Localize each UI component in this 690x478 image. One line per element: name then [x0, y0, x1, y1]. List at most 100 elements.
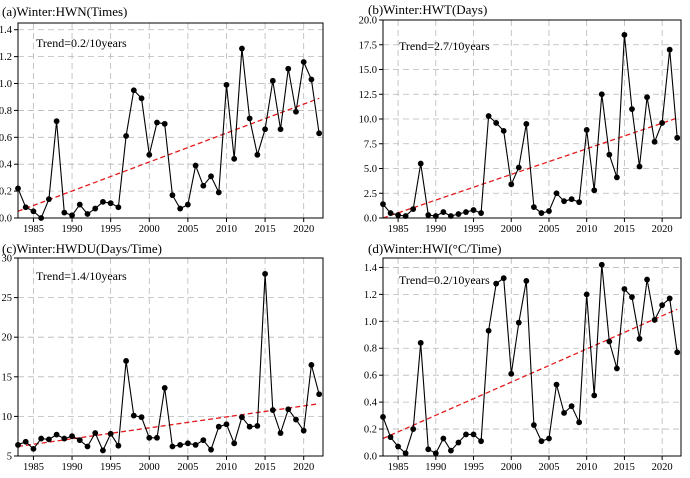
y-tick-label-8: 20.0 — [359, 16, 377, 27]
data-point-1999 — [500, 127, 507, 134]
data-point-2021 — [308, 362, 315, 368]
y-tick-label-2: 0.4 — [364, 398, 378, 409]
data-point-1992 — [84, 211, 91, 217]
data-point-1985 — [395, 212, 401, 218]
data-point-1992 — [84, 443, 91, 450]
y-tick-label-1: 0.2 — [364, 425, 377, 436]
x-tick-label-2010: 2010 — [576, 462, 597, 473]
y-tick-label-5: 12.5 — [359, 90, 377, 101]
data-point-2020 — [659, 120, 666, 126]
data-point-2016 — [269, 77, 276, 84]
x-tick-label-2015: 2015 — [255, 224, 276, 235]
data-point-1997 — [485, 113, 492, 119]
data-point-1984 — [387, 210, 394, 216]
x-tick-label-1995: 1995 — [100, 224, 121, 235]
data-point-1998 — [493, 120, 500, 126]
y-tick-label-4: 10.0 — [359, 115, 377, 126]
x-tick-label-1985: 1985 — [23, 462, 44, 473]
data-point-2015 — [621, 286, 628, 292]
trend-label: Trend=1.4/10years — [36, 269, 127, 283]
series-line — [383, 34, 678, 217]
data-point-1993 — [455, 439, 462, 446]
data-point-2019 — [651, 138, 658, 145]
data-point-2004 — [177, 205, 184, 212]
data-point-2007 — [200, 437, 207, 444]
data-point-2007 — [200, 182, 207, 189]
panel-title: (d)Winter:HWI(°C/Time) — [368, 241, 501, 256]
y-tick-label-7: 17.5 — [359, 40, 377, 51]
data-point-1984 — [22, 438, 29, 445]
data-point-1990 — [69, 212, 75, 219]
data-point-2016 — [629, 106, 635, 112]
data-point-1991 — [440, 209, 447, 215]
data-point-2002 — [523, 121, 530, 127]
x-tick-label-1985: 1985 — [388, 462, 409, 473]
data-point-2002 — [161, 384, 168, 391]
data-point-2004 — [538, 210, 545, 216]
x-tick-label-2015: 2015 — [614, 462, 635, 473]
data-point-1993 — [92, 430, 99, 436]
data-point-2007 — [561, 409, 567, 416]
data-point-2021 — [308, 76, 315, 83]
data-point-2000 — [508, 370, 515, 377]
y-tick-label-6: 15.0 — [359, 65, 377, 76]
data-point-1994 — [100, 198, 106, 205]
data-point-1991 — [76, 201, 83, 208]
data-point-2008 — [568, 196, 575, 203]
data-point-1986 — [402, 450, 409, 457]
x-tick-label-2000: 2000 — [139, 462, 160, 473]
data-point-2019 — [293, 108, 299, 115]
data-point-2018 — [285, 65, 292, 72]
x-tick-label-2010: 2010 — [216, 224, 237, 235]
data-point-2014 — [254, 151, 261, 158]
data-point-2018 — [644, 94, 650, 101]
x-tick-label-1985: 1985 — [23, 224, 44, 235]
data-point-2012 — [598, 91, 605, 98]
data-point-2016 — [269, 407, 276, 413]
data-point-1990 — [432, 213, 439, 219]
data-point-2001 — [515, 319, 522, 326]
x-tick-label-2000: 2000 — [501, 224, 522, 235]
data-point-2012 — [239, 45, 245, 52]
data-point-2013 — [606, 151, 613, 158]
y-tick-label-1: 2.5 — [364, 189, 377, 200]
data-point-1986 — [38, 435, 45, 442]
data-point-2022 — [316, 391, 323, 398]
data-point-2001 — [154, 434, 160, 441]
y-tick-label-7: 1.4 — [0, 25, 13, 36]
data-point-1989 — [425, 212, 432, 218]
y-tick-label-3: 0.6 — [364, 371, 377, 382]
data-point-2005 — [184, 201, 191, 208]
data-point-1998 — [130, 87, 137, 94]
series-line — [18, 48, 320, 218]
data-point-1993 — [455, 211, 462, 217]
y-tick-label-2: 0.4 — [0, 160, 13, 171]
panel-c-hwdu: 1985 1990 1995 2000 2005 2010 2015 2020 5 10 15 20 2… — [2, 241, 324, 473]
x-tick-label-2010: 2010 — [576, 224, 597, 235]
data-point-2006 — [192, 162, 199, 169]
x-tick-label-2015: 2015 — [614, 224, 635, 235]
data-point-1990 — [432, 450, 439, 457]
data-point-1999 — [138, 95, 145, 102]
data-point-2015 — [621, 31, 628, 38]
data-point-2006 — [553, 381, 560, 388]
data-point-2002 — [523, 277, 530, 284]
data-point-1995 — [107, 430, 114, 437]
data-point-2019 — [293, 416, 299, 423]
data-point-1984 — [387, 434, 394, 441]
data-point-2011 — [231, 155, 238, 162]
y-tick-label-1: 10 — [2, 412, 13, 423]
data-point-2001 — [154, 119, 160, 126]
data-point-2010 — [223, 81, 230, 88]
y-tick-label-0: 0.0 — [0, 214, 12, 225]
x-tick-label-1995: 1995 — [463, 462, 484, 473]
data-point-1996 — [478, 438, 484, 445]
data-point-2011 — [591, 392, 598, 399]
x-tick-label-2005: 2005 — [538, 224, 559, 235]
data-point-2019 — [651, 317, 658, 323]
data-point-2008 — [568, 403, 575, 410]
data-point-2003 — [530, 204, 537, 211]
data-point-2009 — [576, 419, 583, 426]
data-point-1994 — [463, 431, 469, 438]
data-point-1987 — [410, 206, 417, 212]
